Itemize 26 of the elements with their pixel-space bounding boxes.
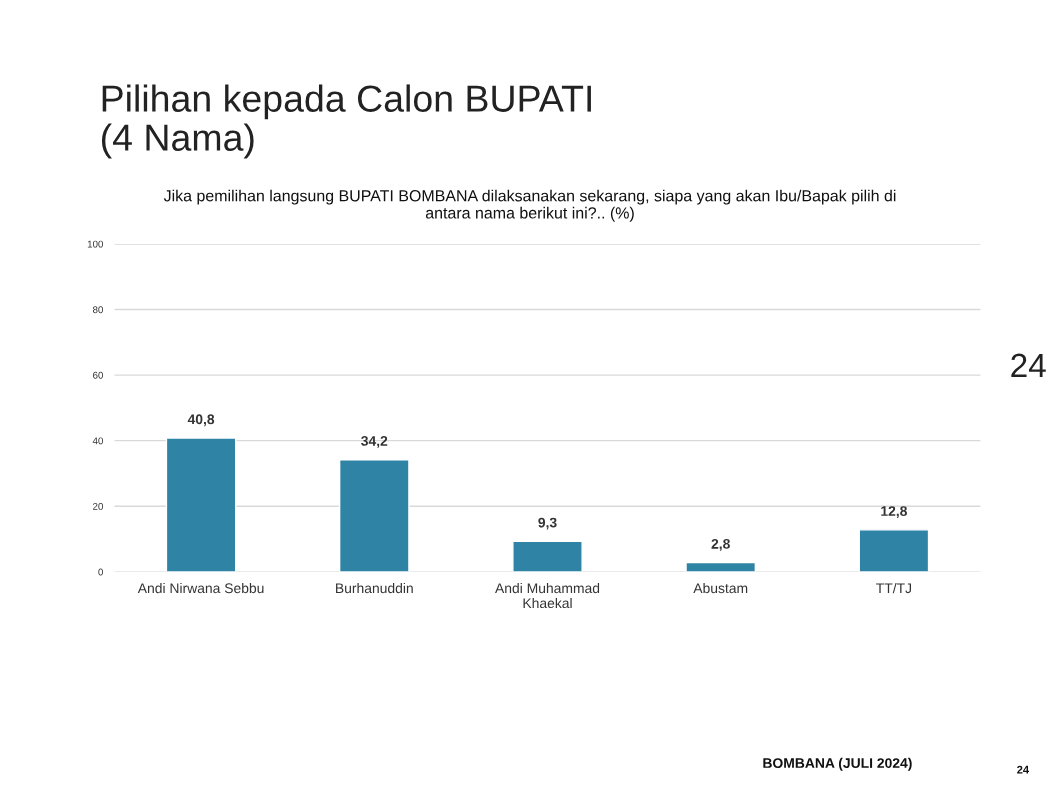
x-tick-label: Burhanuddin xyxy=(336,582,413,594)
y-tick-label: 20 xyxy=(93,502,103,510)
bar xyxy=(512,540,583,572)
data-label: 2,8 xyxy=(711,538,730,551)
data-label: 34,2 xyxy=(361,435,388,448)
chart-subtitle: Jika pemilihan langsung BUPATI BOMBANA dilaksanakan sekarang, siapa yang akan Ibu/Bapak pilih di antara nama berikut ini?.. (%) xyxy=(163,189,896,222)
text: 24 xyxy=(1017,765,1030,774)
bar xyxy=(858,529,930,572)
chart-title: Pilihan kepada Calon BUPATI (4 Nama) xyxy=(101,84,591,159)
y-tick-label: 40 xyxy=(92,437,103,445)
y-tick-label: 0 xyxy=(98,568,103,576)
x-tick-label: Andi Nirwana Sebbu xyxy=(137,582,264,594)
y-tick-label: 100 xyxy=(87,240,103,248)
text: 24 xyxy=(1011,353,1046,377)
data-label: 9,3 xyxy=(538,517,557,530)
y-tick-label: 80 xyxy=(92,306,103,314)
x-tick-label: Abustam xyxy=(693,582,748,594)
x-tick-label: TT/TJ xyxy=(876,582,911,594)
bar xyxy=(685,561,757,572)
text: BOMBANA (JULI 2024) xyxy=(763,757,912,771)
bar xyxy=(165,437,237,572)
data-label: 12,8 xyxy=(881,506,907,519)
y-tick-label: 60 xyxy=(93,371,103,379)
x-tick-label: Andi Muhammad Khaekal xyxy=(495,582,600,609)
data-label: 40,8 xyxy=(187,414,215,427)
bar xyxy=(338,458,410,572)
